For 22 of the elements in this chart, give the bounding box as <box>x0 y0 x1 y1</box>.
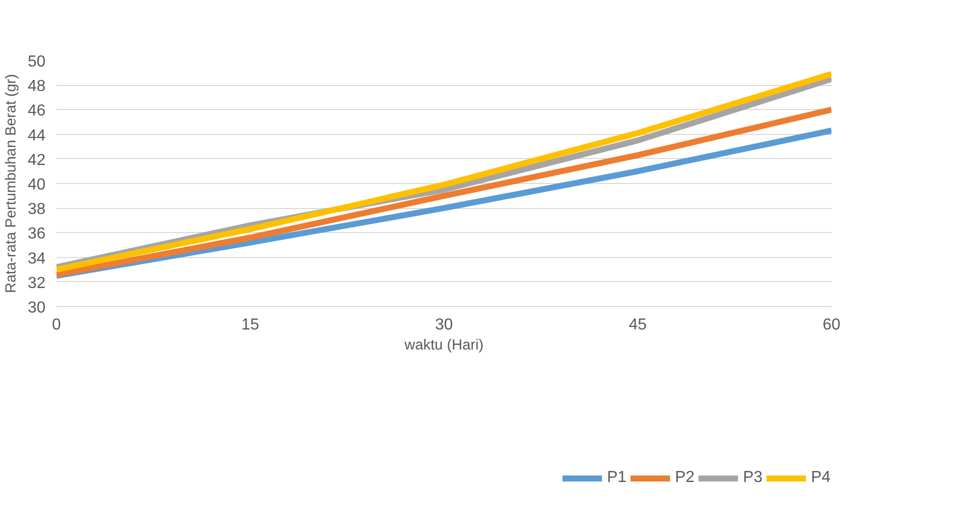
x-tick-label: 30 <box>435 316 453 334</box>
x-axis-title: waktu (Hari) <box>404 338 484 354</box>
y-axis-title: Rata-rata Pertumbuhan Berat (gr) <box>4 74 20 294</box>
y-tick-label: 36 <box>28 226 46 243</box>
y-tick-label: 38 <box>28 201 46 218</box>
y-tick-label: 42 <box>28 152 46 169</box>
legend-label: P2 <box>675 469 695 487</box>
y-tick-label: 44 <box>28 127 46 144</box>
legend-label: P1 <box>607 469 627 487</box>
y-tick-label: 46 <box>28 102 46 120</box>
y-tick-label: 32 <box>28 274 46 292</box>
x-tick-label: 0 <box>52 316 62 334</box>
y-tick-label: 50 <box>28 54 46 70</box>
x-tick-label: 15 <box>241 316 260 334</box>
x-tick-label: 60 <box>822 316 840 334</box>
y-tick-label: 40 <box>28 176 46 194</box>
legend-label: P3 <box>743 469 763 487</box>
legend-label: P4 <box>811 469 831 487</box>
y-tick-label: 34 <box>28 250 46 268</box>
x-tick-label: 45 <box>628 316 647 334</box>
y-tick-label: 48 <box>28 78 46 96</box>
y-tick-label: 30 <box>28 300 46 316</box>
